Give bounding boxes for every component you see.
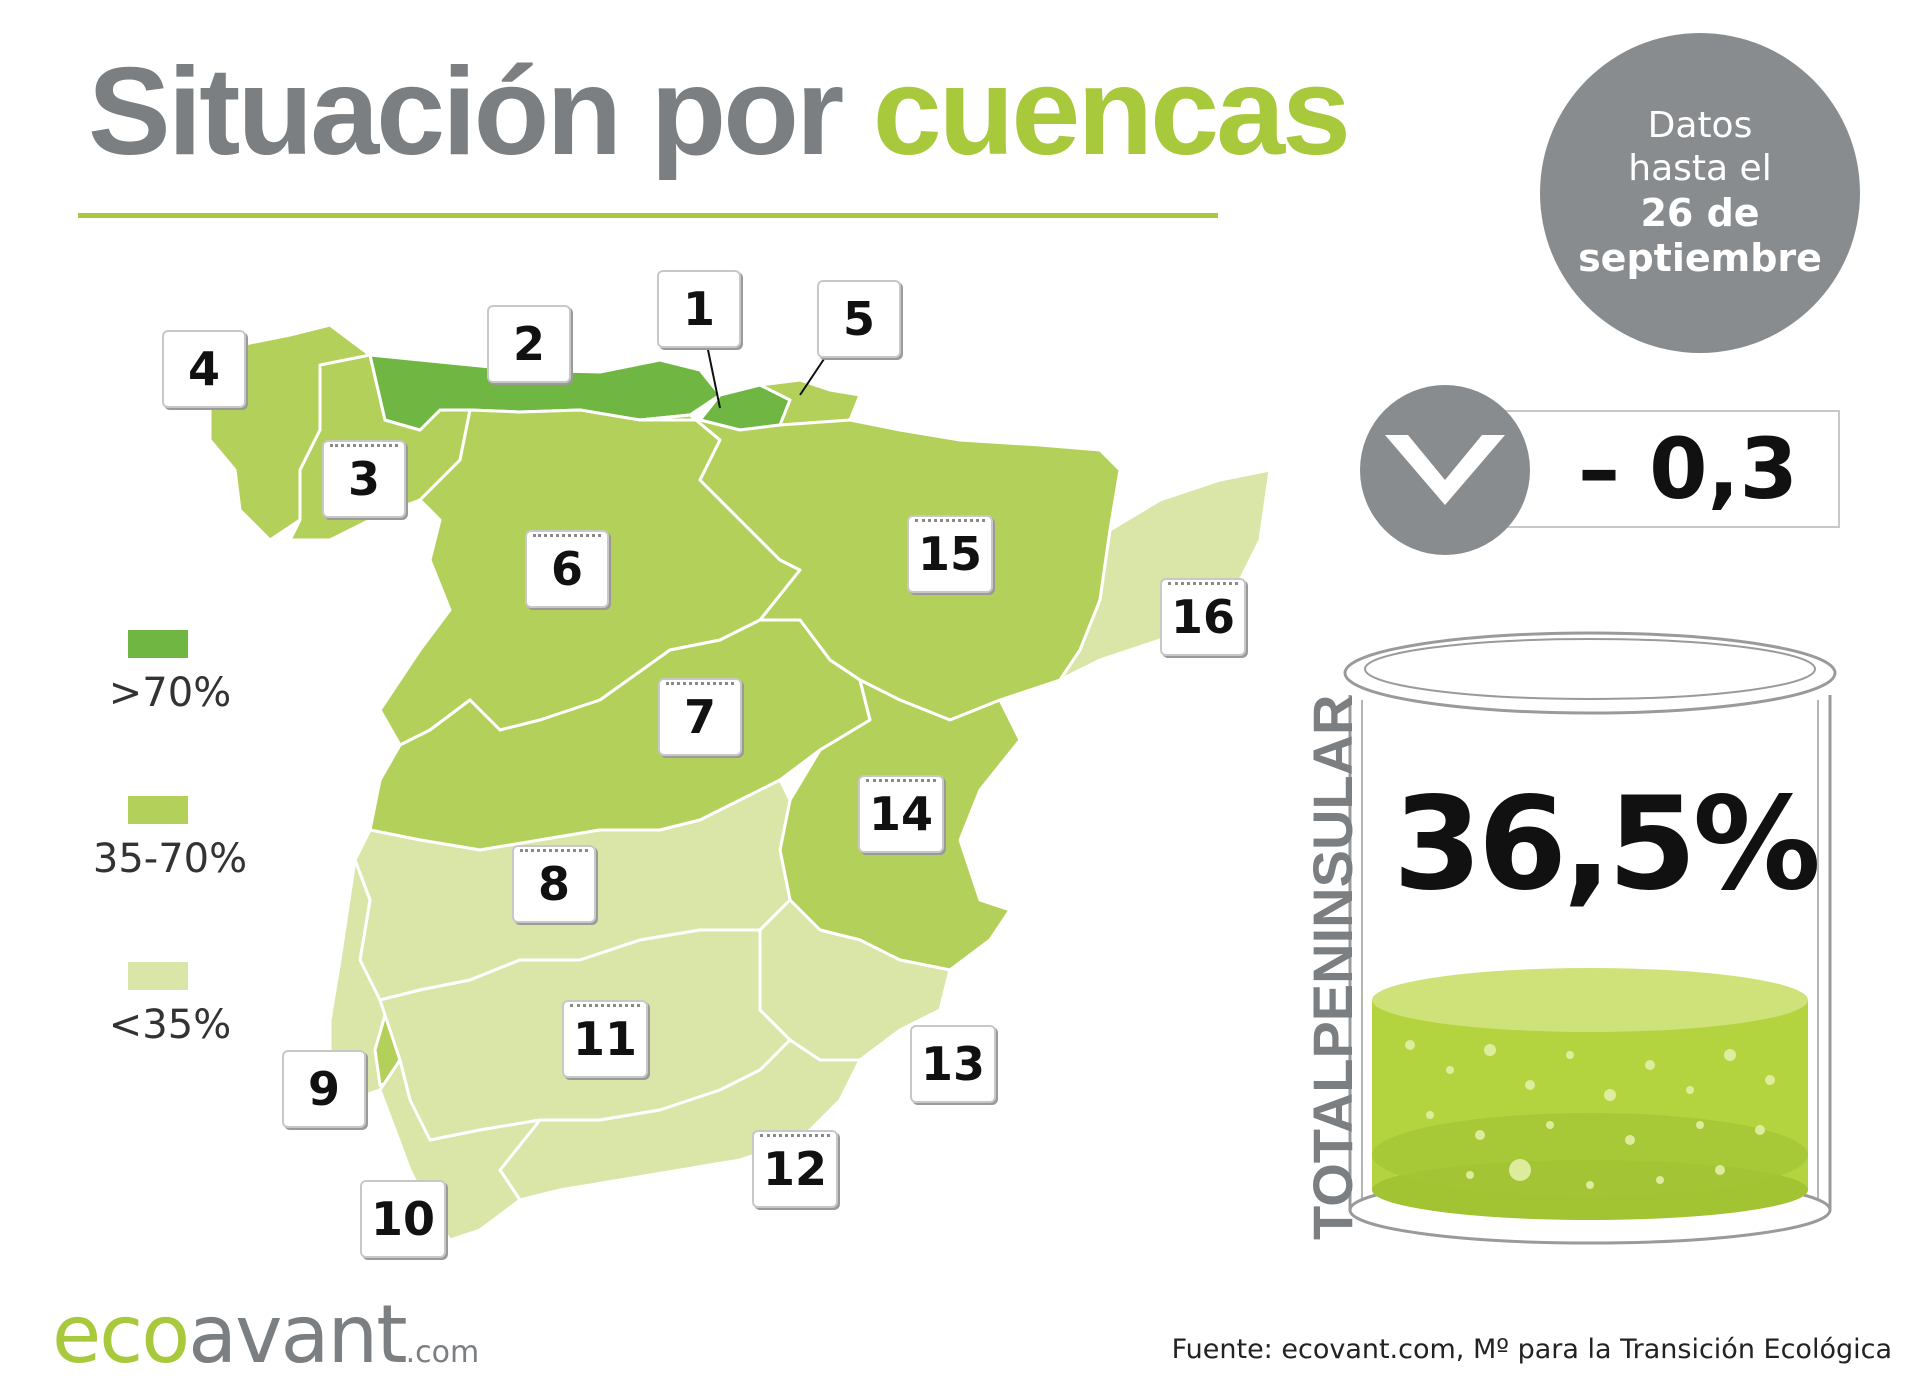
basin-label-9: 9 xyxy=(282,1050,366,1128)
basin-region-15 xyxy=(638,413,1122,722)
basin-label-1: 1 xyxy=(657,270,741,348)
legend-swatch-mid xyxy=(128,796,188,824)
date-line-4: septiembre xyxy=(1578,236,1822,281)
basin-label-4: 4 xyxy=(162,330,246,408)
logo-com: .com xyxy=(405,1335,480,1370)
reservoir-icon xyxy=(520,849,588,862)
logo-eco: eco xyxy=(52,1288,190,1381)
basin-label-15: 15 xyxy=(907,515,993,593)
basin-label-6: 6 xyxy=(525,530,609,608)
legend-label-low: <35% xyxy=(108,1002,232,1048)
reservoir-icon xyxy=(760,1134,830,1147)
reservoir-icon xyxy=(866,779,936,792)
basin-region-12 xyxy=(498,1038,862,1202)
legend-label-mid: 35-70% xyxy=(92,836,248,882)
down-arrow-icon xyxy=(1360,385,1530,555)
date-line-2: hasta el xyxy=(1628,148,1772,190)
title-part-2: cuencas xyxy=(872,43,1351,181)
basin-label-13: 13 xyxy=(910,1025,996,1103)
map-legend: >70% 35-70% <35% xyxy=(60,630,280,1128)
weekly-change-box: – 0,3 xyxy=(1480,410,1840,528)
reservoir-icon xyxy=(666,682,734,695)
reservoir-icon xyxy=(533,534,601,547)
reservoir-icon xyxy=(1168,582,1238,595)
legend-swatch-high xyxy=(128,630,188,658)
basin-label-8: 8 xyxy=(512,845,596,923)
reservoir-icon xyxy=(330,444,398,457)
basin-label-16: 16 xyxy=(1160,578,1246,656)
logo-avant: avant xyxy=(188,1288,407,1381)
title-part-1: Situación por xyxy=(88,43,844,181)
source-credit: Fuente: ecovant.com, Mº para la Transici… xyxy=(1171,1334,1892,1365)
basin-label-11: 11 xyxy=(562,1000,648,1078)
basin-label-10: 10 xyxy=(360,1180,446,1258)
date-line-3: 26 de xyxy=(1640,190,1760,235)
weekly-change-value: – 0,3 xyxy=(1577,420,1798,518)
total-percentage: 36,5% xyxy=(1392,770,1821,919)
basin-label-12: 12 xyxy=(752,1130,838,1208)
basin-label-3: 3 xyxy=(322,440,406,518)
basin-label-5: 5 xyxy=(817,280,901,358)
basin-label-7: 7 xyxy=(658,678,742,756)
basin-label-14: 14 xyxy=(858,775,944,853)
reservoir-icon xyxy=(570,1004,640,1017)
basin-label-2: 2 xyxy=(487,305,571,383)
date-line-1: Datos xyxy=(1647,105,1753,147)
reservoir-tank-icon xyxy=(1343,631,1837,1245)
pointer-line-1 xyxy=(706,344,721,409)
page-title: Situación por cuencas xyxy=(88,50,1351,174)
reservoir-icon xyxy=(915,519,985,532)
legend-swatch-low xyxy=(128,962,188,990)
date-badge: Datos hasta el 26 de septiembre xyxy=(1540,33,1860,353)
title-underline xyxy=(78,213,1218,218)
legend-label-high: >70% xyxy=(108,670,232,716)
total-label: TOTALPENINSULAR xyxy=(1301,694,1364,1240)
ecoavant-logo: ecoavant.com xyxy=(52,1295,479,1375)
